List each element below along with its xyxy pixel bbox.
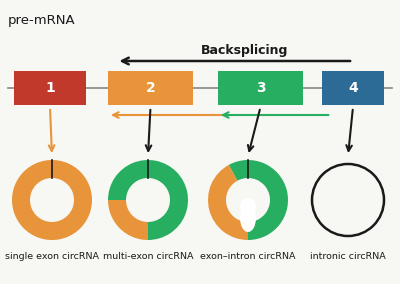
Bar (322, 71, 384, 105)
Bar (14, 71, 86, 105)
Text: pre-mRNA: pre-mRNA (8, 14, 76, 27)
Text: single exon circRNA: single exon circRNA (5, 252, 99, 261)
Text: 2: 2 (146, 81, 155, 95)
Wedge shape (229, 160, 288, 240)
Text: 3: 3 (256, 81, 265, 95)
Circle shape (240, 198, 256, 214)
Text: 4: 4 (348, 81, 358, 95)
Wedge shape (208, 165, 248, 240)
Bar (108, 71, 193, 105)
Wedge shape (12, 160, 92, 240)
Text: multi-exon circRNA: multi-exon circRNA (103, 252, 193, 261)
Text: Backsplicing: Backsplicing (201, 44, 288, 57)
Text: 1: 1 (45, 81, 55, 95)
Text: exon–intron circRNA: exon–intron circRNA (200, 252, 296, 261)
Ellipse shape (240, 204, 256, 232)
Bar (218, 71, 303, 105)
Wedge shape (108, 200, 148, 240)
Text: intronic circRNA: intronic circRNA (310, 252, 386, 261)
Wedge shape (108, 160, 188, 240)
